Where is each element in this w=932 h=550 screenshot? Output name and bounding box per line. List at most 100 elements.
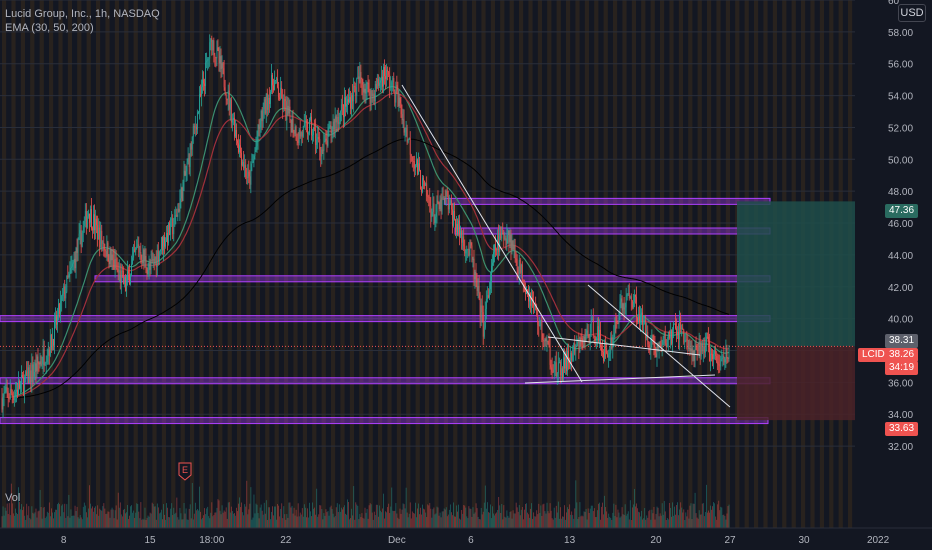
long-position-tool[interactable] xyxy=(0,201,932,421)
candle-body xyxy=(175,214,177,216)
trend-line xyxy=(524,374,716,384)
candle-body xyxy=(484,308,486,328)
volume-bar xyxy=(419,514,420,528)
candle-body xyxy=(588,335,590,344)
volume-bar xyxy=(249,503,251,528)
candle-body xyxy=(205,62,207,86)
candle-body xyxy=(70,266,72,268)
volume-bar xyxy=(44,518,46,528)
volume-bar xyxy=(159,512,161,528)
volume-bar xyxy=(304,507,306,528)
earnings-marker[interactable]: E xyxy=(178,462,192,481)
candle-body xyxy=(318,136,320,140)
volume-bar xyxy=(384,518,385,528)
candle-body xyxy=(494,244,495,253)
candle-body xyxy=(274,80,275,91)
volume-bar xyxy=(562,516,563,528)
volume-bar xyxy=(228,502,230,528)
session-stripe xyxy=(660,0,665,528)
volume-bar xyxy=(201,519,202,528)
candle-body xyxy=(23,377,25,394)
candle-body xyxy=(362,84,364,93)
volume-bar xyxy=(328,515,330,528)
candle-body xyxy=(457,224,458,234)
volume-bar xyxy=(591,505,593,528)
candle-body xyxy=(613,332,615,338)
volume-bar xyxy=(624,504,626,528)
volume-bar xyxy=(436,506,438,528)
candle-body xyxy=(407,139,409,142)
candle-body xyxy=(216,47,218,59)
candle-body xyxy=(574,343,576,351)
candle-body xyxy=(67,275,69,278)
volume-bar xyxy=(635,506,636,528)
candle-body xyxy=(66,275,68,292)
candle-body xyxy=(424,180,426,186)
volume-bar xyxy=(719,510,721,528)
volume-bar xyxy=(73,515,75,528)
volume-bar xyxy=(15,508,16,528)
candle-body xyxy=(138,244,140,253)
price-tick-label: 56.00 xyxy=(888,60,913,71)
candle-body xyxy=(296,140,298,142)
candle-body xyxy=(258,125,260,129)
volume-bar xyxy=(248,509,250,528)
candle-body xyxy=(198,112,199,113)
volume-bar xyxy=(647,517,649,528)
volume-bar xyxy=(266,519,268,528)
candle-body xyxy=(61,296,63,302)
volume-label[interactable]: Vol xyxy=(5,492,21,504)
candle-body xyxy=(607,352,609,358)
candle-body xyxy=(365,88,367,94)
indicator-label[interactable]: EMA (30, 50, 200) xyxy=(5,22,94,34)
session-stripe xyxy=(406,0,411,528)
candle-body xyxy=(726,348,728,358)
candle-body xyxy=(195,126,197,130)
candle-body xyxy=(200,94,201,96)
volume-bar xyxy=(594,517,596,528)
volume-bar xyxy=(223,510,225,528)
volume-bar xyxy=(106,513,108,528)
candle-body xyxy=(57,314,58,325)
candle-body xyxy=(536,308,538,317)
candle-body xyxy=(445,190,447,198)
candle-body xyxy=(52,338,53,350)
volume-bar xyxy=(537,514,539,528)
candle-body xyxy=(128,271,129,274)
candle-body xyxy=(658,342,660,348)
volume-bar xyxy=(115,505,117,528)
volume-bar xyxy=(374,515,376,528)
volume-bar xyxy=(16,512,17,528)
volume-bar xyxy=(126,512,127,528)
session-stripe xyxy=(180,0,185,528)
volume-bar xyxy=(166,503,167,528)
volume-bar xyxy=(268,507,270,528)
volume-bar xyxy=(492,506,493,528)
session-stripe xyxy=(161,0,166,528)
volume-bar xyxy=(718,500,720,528)
candle-body xyxy=(430,206,432,218)
ema-30-line xyxy=(1,85,730,399)
candle-body xyxy=(214,55,216,58)
session-stripe xyxy=(293,0,298,528)
volume-bar xyxy=(37,511,39,528)
volume-bar xyxy=(449,504,451,528)
candle-body xyxy=(713,353,714,359)
candle-body xyxy=(578,341,580,352)
currency-badge[interactable]: USD xyxy=(898,4,926,22)
candle-body xyxy=(519,259,521,273)
candle-body xyxy=(219,56,221,64)
volume-bar xyxy=(460,519,462,528)
volume-bar xyxy=(24,515,26,528)
volume-bar xyxy=(243,515,245,528)
volume-bar xyxy=(683,509,685,528)
candle-body xyxy=(590,320,592,333)
volume-bar xyxy=(198,510,199,528)
symbol-title[interactable]: Lucid Group, Inc., 1h, NASDAQ xyxy=(5,8,160,20)
candle-body xyxy=(436,200,438,213)
candle-body xyxy=(350,97,352,109)
candle-body xyxy=(532,297,534,300)
candle-body xyxy=(309,120,310,134)
candle-body xyxy=(422,177,423,192)
